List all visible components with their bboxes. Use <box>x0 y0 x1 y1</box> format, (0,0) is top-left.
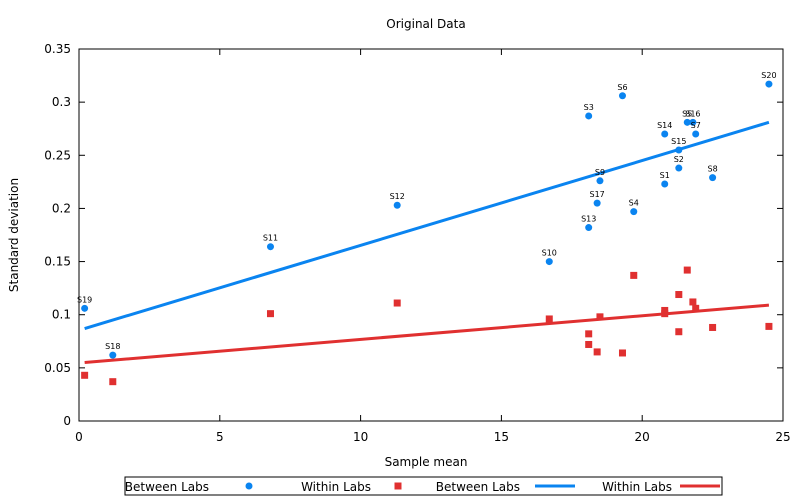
data-point-square <box>593 348 601 356</box>
data-point-circle <box>675 146 683 154</box>
y-axis-title: Standard deviation <box>7 178 21 292</box>
trend-line-2 <box>84 120 770 330</box>
data-point-circle <box>593 199 601 207</box>
data-point-circle <box>81 304 89 312</box>
data-point-circle <box>596 177 604 185</box>
x-axis: 0 5 10 15 20 25 <box>75 49 791 444</box>
data-point-circle <box>709 174 717 182</box>
legend-label: Within Labs <box>301 480 371 494</box>
y-tick-label: 0.25 <box>44 148 71 162</box>
point-label: S6 <box>617 83 627 92</box>
data-point-circle <box>545 258 553 266</box>
data-point-square <box>675 291 683 299</box>
point-label: S4 <box>629 199 639 208</box>
point-label: S10 <box>542 249 557 258</box>
point-label: S11 <box>263 234 278 243</box>
x-tick-label: 5 <box>216 430 224 444</box>
data-point-circle <box>393 201 401 209</box>
y-tick-label: 0.3 <box>52 95 71 109</box>
data-points: S19 S18 S11 S12 S10 S3 S13 S17 S9 S6 S4 S14 S1 S15 S2 S… <box>77 71 777 386</box>
y-axis: 0 0.05 0.1 0.15 0.2 0.25 0.3 0.35 <box>44 42 783 428</box>
point-label: S2 <box>674 155 684 164</box>
data-point-square <box>709 323 717 331</box>
x-tick-label: 10 <box>353 430 368 444</box>
y-tick-label: 0.15 <box>44 255 71 269</box>
data-point-square <box>618 349 626 357</box>
x-tick-label: 15 <box>494 430 509 444</box>
data-point-square <box>596 313 604 321</box>
data-point-circle <box>661 130 669 138</box>
data-point-circle <box>675 164 683 172</box>
data-point-square <box>545 315 553 323</box>
data-point-circle <box>689 118 697 126</box>
point-label: S1 <box>660 171 670 180</box>
data-point-circle <box>585 224 593 232</box>
point-label: S15 <box>671 137 686 146</box>
point-label: S17 <box>590 190 605 199</box>
data-point-circle <box>692 130 700 138</box>
y-tick-label: 0.35 <box>44 42 71 56</box>
trend-lines <box>84 120 770 365</box>
point-label: S7 <box>691 121 701 130</box>
data-point-circle <box>618 92 626 100</box>
x-tick-label: 0 <box>75 430 83 444</box>
legend-label: Between Labs <box>436 480 520 494</box>
data-point-circle <box>266 243 274 251</box>
point-label: S18 <box>105 342 120 351</box>
data-point-square <box>109 378 117 386</box>
legend-label: Within Labs <box>602 480 672 494</box>
data-point-square <box>689 298 697 306</box>
data-point-square <box>692 304 700 312</box>
point-label: S19 <box>77 295 92 304</box>
data-point-square <box>683 266 691 274</box>
data-point-circle <box>765 80 773 88</box>
data-point-square <box>585 340 593 348</box>
x-tick-label: 20 <box>635 430 650 444</box>
data-point-circle <box>109 351 117 359</box>
point-label: S9 <box>595 168 605 177</box>
point-label: S5 <box>682 109 692 118</box>
legend-circle-swatch <box>245 482 253 490</box>
y-tick-label: 0.05 <box>44 361 71 375</box>
legend-box <box>124 476 723 496</box>
data-point-circle <box>630 208 638 216</box>
point-label: S3 <box>584 103 594 112</box>
legend: Between Labs Within Labs Between Labs Withi… <box>124 476 723 496</box>
x-tick-label: 25 <box>775 430 790 444</box>
point-label: S8 <box>708 165 718 174</box>
y-tick-label: 0 <box>63 414 71 428</box>
data-point-square <box>393 299 401 307</box>
data-point-circle <box>661 180 669 188</box>
data-point-square <box>630 271 638 279</box>
data-point-square <box>675 328 683 336</box>
y-tick-label: 0.1 <box>52 308 71 322</box>
data-point-circle <box>683 118 691 126</box>
data-point-square <box>81 371 89 379</box>
point-label: S14 <box>657 121 672 130</box>
data-point-square <box>765 322 773 330</box>
y-tick-label: 0.2 <box>52 201 71 215</box>
x-axis-title: Sample mean <box>385 455 468 469</box>
data-point-circle <box>585 112 593 120</box>
plot-area <box>78 48 784 422</box>
point-label: S16 <box>685 109 700 118</box>
point-label: S20 <box>761 71 776 80</box>
trend-line-3 <box>84 303 770 365</box>
chart-title: Original Data <box>386 17 465 31</box>
legend-label: Between Labs <box>125 480 209 494</box>
data-point-square <box>266 310 274 318</box>
data-point-square <box>585 330 593 338</box>
point-label: S13 <box>581 215 596 224</box>
point-label: S12 <box>390 192 405 201</box>
data-point-square <box>661 310 669 318</box>
legend-square-swatch <box>394 482 402 490</box>
